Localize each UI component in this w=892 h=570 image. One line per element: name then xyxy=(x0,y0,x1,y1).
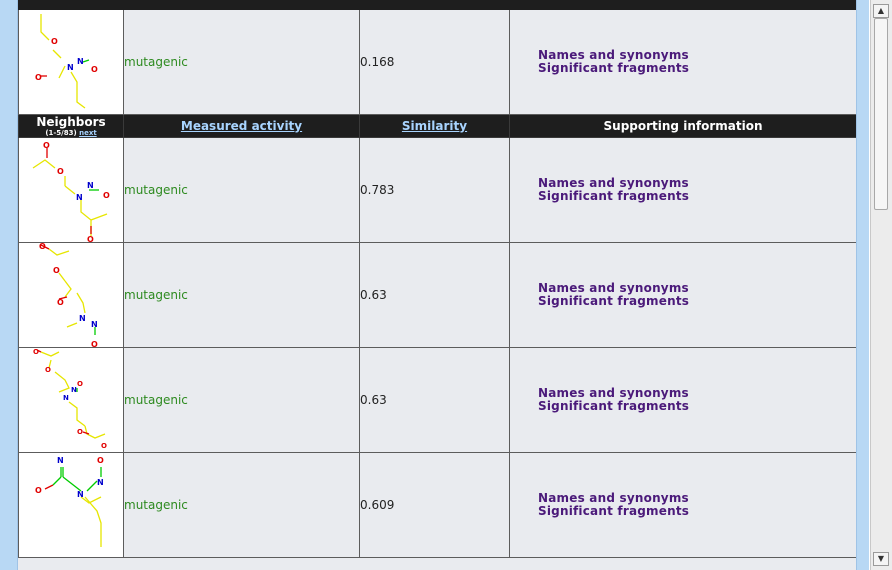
query-row: O O N N O mutagenic 0.168 Names and syno… xyxy=(18,9,856,115)
significant-fragments-link[interactable]: Significant fragments xyxy=(538,61,690,75)
svg-text:O: O xyxy=(35,73,42,82)
frame-left-border xyxy=(0,0,18,570)
significant-fragments-link[interactable]: Significant fragments xyxy=(538,189,690,203)
svg-text:O: O xyxy=(39,243,46,251)
svg-text:N: N xyxy=(67,63,74,72)
svg-text:O: O xyxy=(33,348,39,356)
svg-text:N: N xyxy=(91,320,98,329)
neighbors-range-label: (1-5/83) xyxy=(45,128,77,137)
names-and-synonyms-link[interactable]: Names and synonyms xyxy=(538,386,689,400)
similarity-header: Similarity xyxy=(359,114,510,138)
svg-text:N: N xyxy=(97,478,104,487)
supporting-info-cell: Names and synonyms Significant fragments xyxy=(509,137,856,243)
similarity-cell: 0.63 xyxy=(359,347,510,453)
svg-text:N: N xyxy=(79,314,86,323)
svg-text:O: O xyxy=(57,298,64,307)
similarity-cell: 0.63 xyxy=(359,242,510,348)
supporting-info-cell: Names and synonyms Significant fragments xyxy=(509,242,856,348)
molecule-structure-image: O O N N O O O xyxy=(18,347,124,453)
header-row-partial xyxy=(18,0,856,10)
neighbors-next-link[interactable]: next xyxy=(79,128,97,137)
svg-text:O: O xyxy=(51,37,58,46)
significant-fragments-link[interactable]: Significant fragments xyxy=(538,504,690,518)
svg-text:N: N xyxy=(63,394,69,402)
measured-activity-cell: mutagenic xyxy=(123,452,360,558)
svg-text:N: N xyxy=(77,57,84,66)
neighbor-row: O O O N N O mutagenic 0.63 Names and syn… xyxy=(18,242,856,348)
svg-text:O: O xyxy=(91,340,98,347)
neighbors-header-cell: Neighbors (1-5/83) next xyxy=(18,114,124,138)
measured-activity-header: Measured activity xyxy=(123,114,360,138)
measured-activity-cell: mutagenic xyxy=(123,137,360,243)
significant-fragments-link[interactable]: Significant fragments xyxy=(538,399,690,413)
measured-activity-cell: mutagenic xyxy=(123,347,360,453)
results-page: O O N N O mutagenic 0.168 Names and syno… xyxy=(18,0,856,570)
svg-text:O: O xyxy=(101,442,107,450)
scrollbar-thumb[interactable] xyxy=(874,18,888,210)
svg-text:O: O xyxy=(97,456,104,465)
names-and-synonyms-link[interactable]: Names and synonyms xyxy=(538,491,689,505)
similarity-cell: 0.168 xyxy=(359,9,510,115)
neighbor-row: N O O N N mutagenic 0.609 Names and syno… xyxy=(18,452,856,558)
scroll-down-arrow-icon[interactable]: ▼ xyxy=(873,552,889,566)
svg-text:O: O xyxy=(53,266,60,275)
vertical-scrollbar[interactable]: ▲ ▼ xyxy=(870,0,892,570)
neighbors-range: (1-5/83) next xyxy=(19,129,123,137)
svg-text:O: O xyxy=(57,167,64,176)
similarity-sort-link[interactable]: Similarity xyxy=(401,119,468,133)
supporting-info-cell: Names and synonyms Significant fragments xyxy=(509,9,856,115)
svg-text:O: O xyxy=(103,191,110,200)
svg-text:O: O xyxy=(77,428,83,436)
similarity-cell: 0.783 xyxy=(359,137,510,243)
svg-text:N: N xyxy=(87,181,94,190)
neighbors-table: O O N N O mutagenic 0.168 Names and syno… xyxy=(18,0,856,558)
svg-text:O: O xyxy=(91,65,98,74)
significant-fragments-link[interactable]: Significant fragments xyxy=(538,294,690,308)
measured-activity-sort-link[interactable]: Measured activity xyxy=(180,119,303,133)
neighbor-row: O O N N O O mutagenic 0.783 Names and sy… xyxy=(18,137,856,243)
svg-text:O: O xyxy=(87,235,94,242)
svg-text:N: N xyxy=(77,490,84,499)
supporting-info-cell: Names and synonyms Significant fragments xyxy=(509,452,856,558)
svg-text:N: N xyxy=(57,456,64,465)
svg-text:O: O xyxy=(77,380,83,388)
neighbors-title: Neighbors xyxy=(36,114,106,129)
svg-text:N: N xyxy=(71,386,77,394)
names-and-synonyms-link[interactable]: Names and synonyms xyxy=(538,176,689,190)
similarity-cell: 0.609 xyxy=(359,452,510,558)
measured-activity-cell: mutagenic xyxy=(123,9,360,115)
svg-text:O: O xyxy=(43,141,50,150)
supporting-info-cell: Names and synonyms Significant fragments xyxy=(509,347,856,453)
molecule-structure-image: O O N N O O xyxy=(18,137,124,243)
neighbors-header-row: Neighbors (1-5/83) next Measured activit… xyxy=(18,114,856,138)
names-and-synonyms-link[interactable]: Names and synonyms xyxy=(538,48,689,62)
svg-text:O: O xyxy=(45,366,51,374)
svg-text:O: O xyxy=(35,486,42,495)
frame-right-border xyxy=(856,0,869,570)
measured-activity-cell: mutagenic xyxy=(123,242,360,348)
supporting-information-header: Supporting information xyxy=(509,114,856,138)
molecule-structure-image: O O O N N O xyxy=(18,242,124,348)
molecule-structure-image: O O N N O xyxy=(18,9,124,115)
molecule-structure-image: N O O N N xyxy=(18,452,124,558)
neighbor-row: O O N N O O O mutagenic 0.63 Names and s… xyxy=(18,347,856,453)
scroll-up-arrow-icon[interactable]: ▲ xyxy=(873,4,889,18)
svg-text:N: N xyxy=(76,193,83,202)
names-and-synonyms-link[interactable]: Names and synonyms xyxy=(538,281,689,295)
